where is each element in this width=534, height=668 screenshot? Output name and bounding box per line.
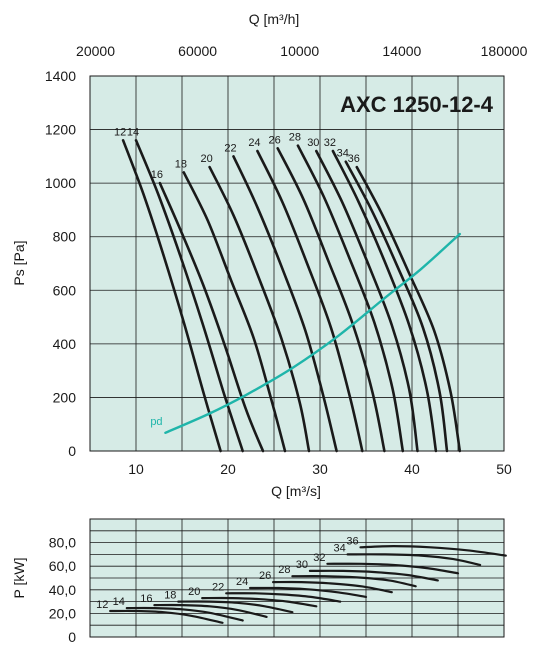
- top-tick-label: 60000: [178, 43, 217, 59]
- x-tick-label: 50: [496, 461, 512, 477]
- power-curve: [177, 600, 294, 614]
- power-curve-label: 36: [346, 535, 358, 547]
- x-axis-label: Q [m³/s]: [271, 483, 321, 499]
- y-tick-label: 400: [53, 336, 77, 352]
- power-y-tick-label: 40,0: [49, 582, 76, 598]
- top-tick-label: 14000: [382, 43, 421, 59]
- pressure-x-ticks: 10 20 30 40 50: [128, 461, 512, 477]
- power-curve-label: 22: [212, 581, 224, 593]
- y-tick-label: 600: [53, 282, 77, 298]
- blade-angle-label: 28: [289, 132, 301, 144]
- blade-angle-curve: [232, 155, 338, 453]
- blade-angle-label: 34: [337, 148, 349, 160]
- power-curve-label: 34: [333, 542, 345, 554]
- blade-angle-curve: [355, 165, 462, 453]
- blade-angle-label: 16: [151, 169, 163, 181]
- pressure-curves: [121, 139, 462, 453]
- blade-angle-label: 20: [200, 153, 212, 165]
- y-tick-label: 1400: [45, 68, 76, 84]
- blade-angle-curve: [182, 171, 287, 453]
- pd-label: pd: [150, 416, 162, 428]
- power-curve: [109, 609, 224, 624]
- power-curve: [153, 603, 268, 618]
- blade-angle-label: 24: [248, 137, 260, 149]
- power-curve: [272, 580, 393, 594]
- blade-angle-label: 32: [324, 137, 336, 149]
- y-tick-label: 1200: [45, 122, 76, 138]
- pressure-y-ticks: 0 200 400 600 800 1000 1200 1400: [45, 68, 76, 459]
- blade-angle-curve: [315, 149, 419, 453]
- pressure-chart: Q [m³/h] 20000 60000 10000 14000 180000 12 14…: [11, 11, 528, 499]
- power-y-tick-label: 80,0: [49, 535, 76, 551]
- x-tick-label: 40: [404, 461, 420, 477]
- power-y-tick-label: 0: [68, 629, 76, 645]
- blade-angle-curve: [344, 160, 449, 453]
- power-curve-label: 28: [278, 564, 290, 576]
- power-curve: [225, 592, 342, 603]
- blade-angle-label: 12: [114, 126, 126, 138]
- top-tick-label: 10000: [280, 43, 319, 59]
- blade-angle-label: 36: [348, 153, 360, 165]
- power-grid: [90, 519, 504, 637]
- x-tick-label: 10: [128, 461, 144, 477]
- top-tick-label: 180000: [481, 43, 528, 59]
- blade-angle-curve: [256, 149, 364, 453]
- pd-curve: [164, 232, 461, 434]
- power-curve-label: 24: [236, 576, 248, 588]
- y-tick-label: 0: [68, 443, 76, 459]
- y-axis-label: Ps [Pa]: [11, 240, 27, 285]
- blade-angle-curve: [208, 165, 311, 453]
- power-curve: [291, 575, 417, 588]
- chart-title: AXC 1250-12-4: [340, 92, 494, 117]
- y-tick-label: 1000: [45, 175, 76, 191]
- blade-angle-curve: [331, 149, 438, 453]
- top-tick-label: 20000: [76, 43, 115, 59]
- power-curve: [249, 586, 368, 598]
- power-curve-label: 12: [96, 599, 108, 611]
- power-curve: [201, 596, 318, 608]
- blade-angle-label: 14: [127, 126, 139, 138]
- y-tick-label: 800: [53, 229, 77, 245]
- power-y-axis-label: P [kW]: [11, 558, 27, 599]
- power-curve: [359, 544, 507, 557]
- blade-angle-curve: [121, 139, 222, 453]
- power-y-tick-label: 20,0: [49, 605, 76, 621]
- y-tick-label: 200: [53, 389, 77, 405]
- power-curve-label: 18: [164, 590, 176, 602]
- blade-angle-label: 30: [307, 137, 319, 149]
- blade-angle-curve: [158, 181, 265, 453]
- power-curve: [308, 569, 439, 582]
- power-curve: [125, 606, 244, 622]
- power-curve-label: 32: [313, 552, 325, 564]
- power-curve-label: 14: [113, 596, 125, 608]
- power-curve-label: 26: [259, 570, 271, 582]
- blade-angle-label: 22: [224, 142, 236, 154]
- top-axis-ticks: 20000 60000 10000 14000 180000: [76, 43, 528, 59]
- power-curve-label: 16: [140, 593, 152, 605]
- blade-angle-curve: [296, 144, 405, 453]
- power-curve: [346, 553, 482, 567]
- x-tick-label: 30: [312, 461, 328, 477]
- blade-angle-curve: [276, 147, 386, 453]
- x-tick-label: 20: [220, 461, 236, 477]
- power-curve-label: 30: [296, 559, 308, 571]
- power-y-tick-label: 60,0: [49, 558, 76, 574]
- power-curve: [326, 562, 460, 575]
- blade-angle-label: 26: [269, 134, 281, 146]
- power-y-ticks: 0 20,0 40,0 60,0 80,0: [49, 535, 76, 645]
- blade-angle-curve: [134, 139, 244, 453]
- blade-angle-label: 18: [175, 158, 187, 170]
- power-curves: [109, 544, 507, 624]
- power-curve-label: 20: [188, 586, 200, 598]
- top-axis-label: Q [m³/h]: [249, 11, 300, 27]
